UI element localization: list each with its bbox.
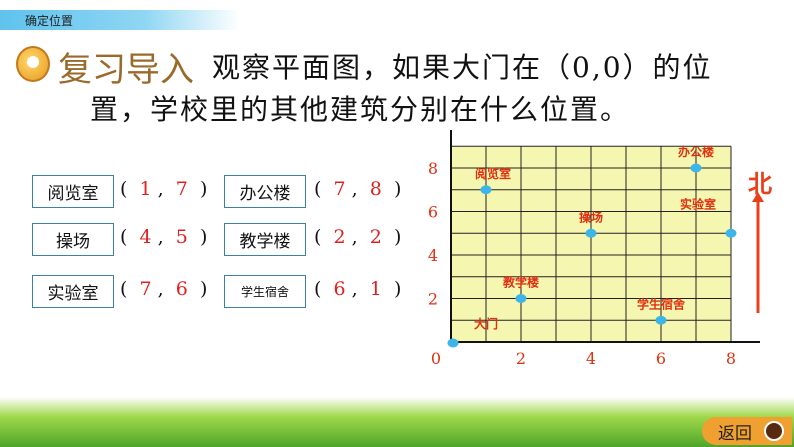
building-name-box: 阅览室	[32, 175, 114, 208]
point-marker	[585, 228, 597, 238]
point-marker	[725, 228, 737, 238]
coordinate-pair: ( 7 , 6 )	[120, 278, 208, 300]
building-name-box: 学生宿舍	[224, 275, 306, 308]
back-label: 返回	[718, 423, 752, 444]
grid-background	[451, 146, 731, 342]
building-name-box: 办公楼	[224, 175, 306, 208]
page-title: 复习导入	[58, 50, 194, 90]
question-line-2: 置，学校里的其他建筑分别在什么位置。	[90, 93, 631, 126]
coord-y: 8	[369, 178, 382, 200]
x-tick-label: 8	[726, 349, 736, 368]
coord-y: 1	[369, 278, 382, 300]
point-label: 办公楼	[678, 144, 714, 159]
point-marker	[447, 338, 459, 348]
coord-x: 7	[333, 178, 346, 200]
point-marker	[690, 163, 702, 173]
y-tick-label: 4	[428, 246, 438, 265]
coordinate-pair: ( 4 , 5 )	[120, 226, 208, 248]
section-title: 确定位置	[25, 14, 74, 28]
coord-y: 7	[175, 178, 188, 200]
point-label: 实验室	[680, 196, 716, 211]
y-tick-label: 2	[428, 290, 438, 309]
point-label: 阅览室	[475, 166, 511, 181]
coord-y: 5	[175, 226, 188, 248]
north-arrow-head	[752, 192, 764, 202]
coord-x: 7	[139, 278, 152, 300]
q-icon	[764, 421, 784, 441]
y-tick-label: 6	[428, 203, 438, 222]
building-name-box: 实验室	[32, 275, 114, 308]
coordinate-pair: ( 1 , 7 )	[120, 178, 208, 200]
point-label: 操场	[579, 209, 603, 224]
section-bar: 确定位置	[0, 10, 240, 30]
grass-decoration	[0, 397, 794, 447]
back-button[interactable]: 返回	[702, 417, 792, 445]
coord-y: 2	[369, 226, 382, 248]
x-tick-label: 4	[586, 349, 596, 368]
coordinate-pair: ( 2 , 2 )	[314, 226, 402, 248]
building-name-box: 教学楼	[224, 223, 306, 256]
x-tick-label: 6	[656, 349, 666, 368]
north-label: 北	[748, 170, 772, 198]
x-tick-label: 0	[431, 349, 441, 368]
point-label: 学生宿舍	[637, 296, 686, 311]
point-label: 大门	[474, 316, 498, 331]
coordinate-pair: ( 7 , 8 )	[314, 178, 402, 200]
building-name-box: 操场	[32, 223, 114, 256]
coord-x: 2	[333, 226, 346, 248]
coord-x: 6	[333, 278, 346, 300]
point-marker	[480, 185, 492, 195]
coord-x: 1	[139, 178, 152, 200]
x-tick-label: 2	[516, 349, 526, 368]
question-line-1: 观察平面图，如果大门在（0,0）的位	[212, 51, 713, 84]
point-label: 教学楼	[502, 275, 539, 290]
point-marker	[515, 294, 527, 303]
coordinate-pair: ( 6 , 1 )	[314, 278, 402, 300]
point-marker	[655, 315, 667, 325]
y-tick-label: 8	[428, 159, 438, 178]
coord-y: 6	[175, 278, 188, 300]
q-mascot-icon	[16, 46, 50, 82]
coord-x: 4	[139, 226, 152, 248]
